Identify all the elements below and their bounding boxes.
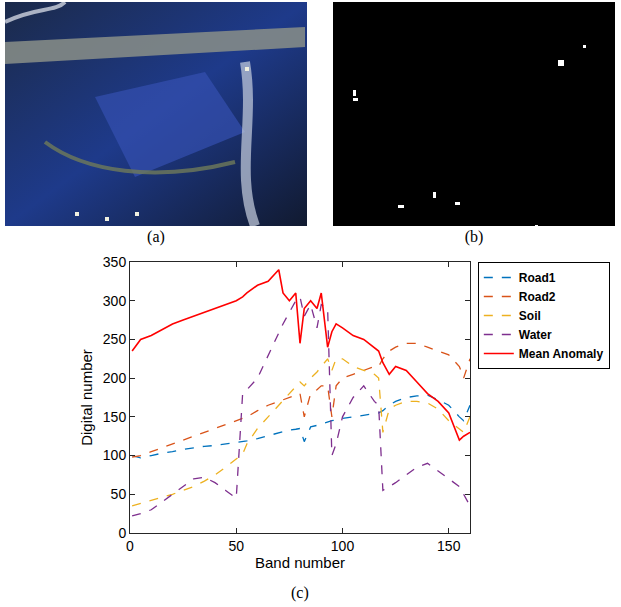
svg-text:300: 300 <box>103 293 127 309</box>
svg-text:0: 0 <box>118 525 126 541</box>
svg-text:50: 50 <box>111 486 127 502</box>
svg-text:Road2: Road2 <box>519 290 556 304</box>
svg-text:Road1: Road1 <box>519 271 556 285</box>
svg-text:Digital number: Digital number <box>78 349 95 446</box>
svg-text:250: 250 <box>103 331 127 347</box>
svg-text:350: 350 <box>103 254 127 270</box>
svg-text:Soil: Soil <box>519 309 541 323</box>
svg-text:Band number: Band number <box>255 554 345 571</box>
html-text:(b): (b) <box>464 228 484 245</box>
svg-text:Mean Anomaly: Mean Anomaly <box>519 347 604 361</box>
svg-text:200: 200 <box>103 370 127 386</box>
svg-text:0: 0 <box>126 538 134 554</box>
svg-text:150: 150 <box>437 538 461 554</box>
svg-text:Water: Water <box>519 328 552 342</box>
svg-text:150: 150 <box>103 409 127 425</box>
svg-text:(c): (c) <box>291 584 309 602</box>
svg-text:100: 100 <box>331 538 355 554</box>
svg-text:100: 100 <box>103 447 127 463</box>
html-text:(a): (a) <box>147 228 165 245</box>
svg-text:50: 50 <box>228 538 244 554</box>
